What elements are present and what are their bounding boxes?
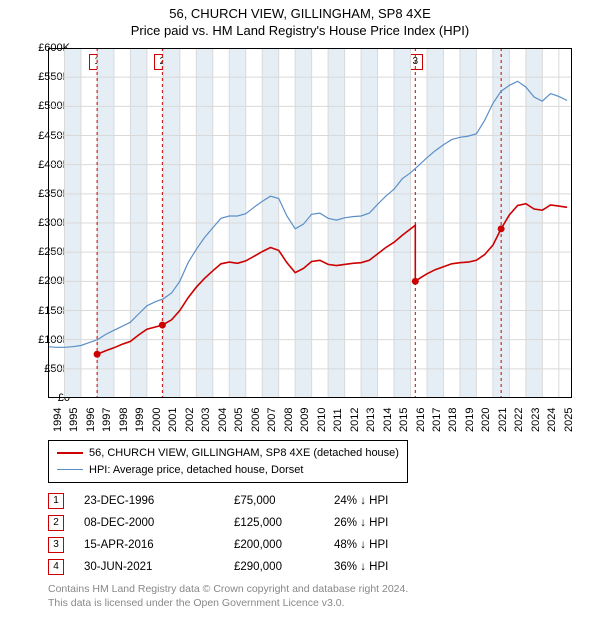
x-tick-label: 2023 [530,408,542,432]
sale-diff: 24% ↓ HPI [334,495,444,507]
x-tick-label: 1994 [52,408,64,432]
x-tick-label: 2010 [316,408,328,432]
sale-date: 08-DEC-2000 [84,517,234,529]
title-address: 56, CHURCH VIEW, GILLINGHAM, SP8 4XE [0,6,600,21]
x-tick-label: 2000 [151,408,163,432]
x-tick-label: 2025 [563,408,575,432]
sales-table: 1 23-DEC-1996£75,00024% ↓ HPI 2 08-DEC-2000… [48,490,444,578]
x-tick-label: 2011 [332,408,344,432]
x-tick-label: 2004 [217,408,229,432]
x-tick-label: 2020 [480,408,492,432]
x-tick-label: 2013 [365,408,377,432]
sale-diff: 36% ↓ HPI [334,561,444,573]
x-tick-label: 1999 [134,408,146,432]
sale-row: 1 23-DEC-1996£75,00024% ↓ HPI [48,490,444,512]
footer-line-1: Contains HM Land Registry data © Crown c… [48,582,408,596]
chart-plot-area [48,48,572,398]
footer-attribution: Contains HM Land Registry data © Crown c… [48,582,408,610]
x-tick-label: 2008 [283,408,295,432]
x-tick-label: 2021 [497,408,509,432]
legend-label: HPI: Average price, detached house, Dors… [89,462,303,479]
x-tick-label: 1997 [101,408,113,432]
x-tick-label: 2016 [415,408,427,432]
sale-date: 23-DEC-1996 [84,495,234,507]
sale-price: £290,000 [234,561,334,573]
sale-badge: 3 [48,537,64,553]
sale-price: £125,000 [234,517,334,529]
sale-row: 4 30-JUN-2021£290,00036% ↓ HPI [48,556,444,578]
x-tick-label: 1995 [68,408,80,432]
legend-swatch [57,452,83,454]
x-tick-label: 2003 [200,408,212,432]
footer-line-2: This data is licensed under the Open Gov… [48,596,408,610]
x-tick-label: 2001 [167,408,179,432]
sale-badge: 2 [48,515,64,531]
x-tick-label: 2007 [266,408,278,432]
legend-row: HPI: Average price, detached house, Dors… [57,462,399,479]
legend-swatch [57,469,83,470]
legend-label: 56, CHURCH VIEW, GILLINGHAM, SP8 4XE (de… [89,445,399,462]
x-tick-label: 2005 [233,408,245,432]
x-tick-label: 2002 [184,408,196,432]
x-tick-label: 2022 [513,408,525,432]
x-tick-label: 2024 [546,408,558,432]
sale-row: 2 08-DEC-2000£125,00026% ↓ HPI [48,512,444,534]
x-tick-label: 2012 [349,408,361,432]
chart-svg [48,48,572,398]
x-tick-label: 2014 [382,408,394,432]
sale-diff: 48% ↓ HPI [334,539,444,551]
sale-badge: 4 [48,559,64,575]
title-subtitle: Price paid vs. HM Land Registry's House … [0,23,600,38]
x-tick-label: 2019 [464,408,476,432]
legend-row: 56, CHURCH VIEW, GILLINGHAM, SP8 4XE (de… [57,445,399,462]
x-tick-label: 2006 [250,408,262,432]
x-tick-label: 2015 [398,408,410,432]
x-tick-label: 2017 [431,408,443,432]
sale-badge: 1 [48,493,64,509]
sale-price: £200,000 [234,539,334,551]
x-tick-label: 2009 [299,408,311,432]
sale-date: 30-JUN-2021 [84,561,234,573]
sale-date: 15-APR-2016 [84,539,234,551]
x-tick-label: 1998 [118,408,130,432]
x-tick-label: 1996 [85,408,97,432]
x-tick-label: 2018 [447,408,459,432]
sale-price: £75,000 [234,495,334,507]
page: 56, CHURCH VIEW, GILLINGHAM, SP8 4XE Pri… [0,0,600,620]
legend: 56, CHURCH VIEW, GILLINGHAM, SP8 4XE (de… [48,440,408,483]
sale-row: 3 15-APR-2016£200,00048% ↓ HPI [48,534,444,556]
title-block: 56, CHURCH VIEW, GILLINGHAM, SP8 4XE Pri… [0,0,600,38]
sale-diff: 26% ↓ HPI [334,517,444,529]
